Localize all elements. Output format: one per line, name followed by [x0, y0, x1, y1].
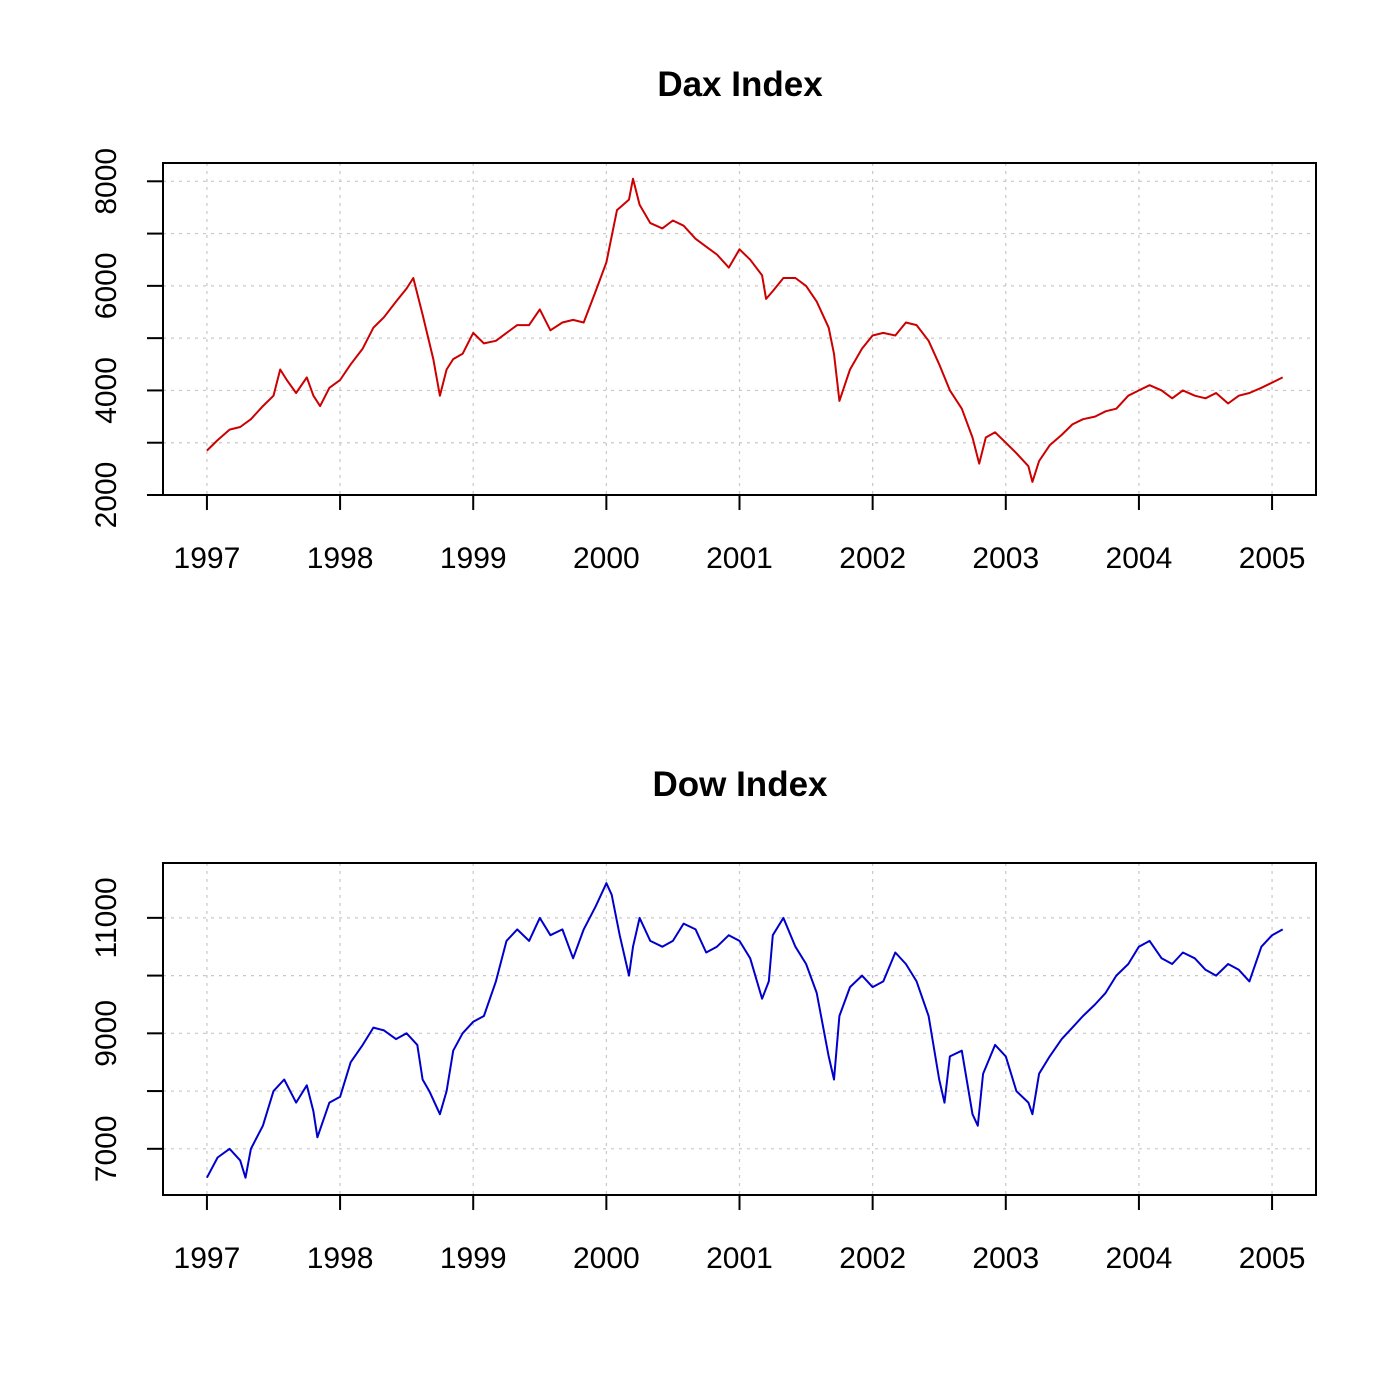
y-tick-label: 7000: [90, 1115, 123, 1182]
dow-panel: Dow Index 1997 1998 1999 2000 2001 2002 2003 20…: [90, 765, 1317, 1275]
y-tick-label: 4000: [90, 357, 123, 424]
x-tick-label: 1998: [307, 542, 374, 575]
axes-layer: 1997 1998 1999 2000 2001 2002 2003 2004 2005 2000…: [90, 148, 1305, 575]
x-tick-label: 2002: [839, 1242, 906, 1275]
x-tick-label: 1998: [307, 1242, 374, 1275]
y-tick-label: 9000: [90, 1000, 123, 1067]
x-tick-label: 2004: [1106, 1242, 1173, 1275]
y-tick-label: 8000: [90, 148, 123, 215]
x-tick-label: 1997: [174, 1242, 241, 1275]
dax-panel: Dax Index 1997 1998 1999 2000 2001 2002 2003 20…: [90, 65, 1317, 575]
grid-layer: [163, 863, 1316, 1195]
x-tick-label: 2003: [972, 1242, 1039, 1275]
x-tick-label: 1999: [440, 1242, 507, 1275]
x-tick-label: 2005: [1239, 542, 1306, 575]
series-line: [206, 882, 1284, 1179]
x-tick-label: 2005: [1239, 1242, 1306, 1275]
grid-layer: [163, 163, 1316, 496]
x-tick-label: 2001: [706, 1242, 773, 1275]
chart-title: Dow Index: [652, 765, 828, 804]
x-tick-label: 2003: [972, 542, 1039, 575]
y-tick-label: 6000: [90, 252, 123, 319]
x-tick-label: 2004: [1106, 542, 1173, 575]
series-line: [206, 177, 1284, 483]
x-tick-label: 1999: [440, 542, 507, 575]
x-tick-label: 2002: [839, 542, 906, 575]
x-tick-label: 2000: [573, 1242, 640, 1275]
axes-layer: 1997 1998 1999 2000 2001 2002 2003 2004 2005 7000…: [90, 877, 1305, 1275]
y-tick-label: 11000: [90, 877, 123, 958]
x-tick-label: 1997: [174, 542, 241, 575]
y-tick-label: 2000: [90, 462, 123, 529]
x-tick-label: 2000: [573, 542, 640, 575]
chart-title: Dax Index: [657, 65, 823, 104]
x-tick-label: 2001: [706, 542, 773, 575]
